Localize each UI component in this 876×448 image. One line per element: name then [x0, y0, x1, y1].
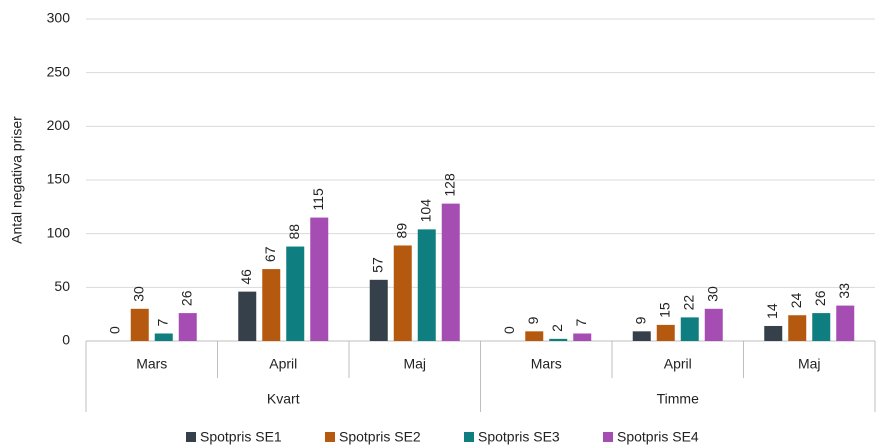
y-tick-label: 250: [47, 63, 71, 79]
value-label: 67: [262, 246, 278, 262]
value-label: 128: [441, 173, 457, 197]
x-tick-label: Maj: [798, 356, 821, 372]
value-label: 26: [812, 290, 828, 306]
y-tick-label: 200: [47, 117, 71, 133]
y-tick-label: 0: [62, 332, 70, 348]
y-tick-label: 50: [54, 278, 70, 294]
bar: [525, 331, 544, 341]
value-label: 22: [680, 295, 696, 311]
value-label: 15: [656, 302, 672, 318]
value-label: 89: [393, 223, 409, 239]
x-tick-label: Mars: [136, 356, 167, 372]
bar: [836, 305, 855, 341]
value-label: 33: [836, 283, 852, 299]
value-label: 9: [632, 316, 648, 324]
x-tick-label: Maj: [403, 356, 426, 372]
bar: [656, 324, 675, 341]
bar: [788, 315, 807, 341]
value-label: 57: [369, 257, 385, 273]
value-label: 9: [525, 316, 541, 324]
legend-swatch: [186, 432, 196, 442]
bar: [130, 308, 149, 341]
value-label: 88: [286, 224, 302, 240]
group-label: Kvart: [267, 391, 300, 407]
bar: [262, 269, 281, 341]
value-label: 2: [549, 324, 565, 332]
bar: [812, 313, 831, 341]
value-label: 7: [154, 318, 170, 326]
legend-label: Spotpris SE1: [200, 429, 282, 445]
bar: [441, 203, 460, 341]
value-label: 30: [704, 286, 720, 302]
group-label: Timme: [657, 391, 699, 407]
y-tick-label: 150: [47, 171, 71, 187]
y-axis-label: Antal negativa priser: [9, 116, 25, 244]
value-label: 30: [130, 286, 146, 302]
bar: [573, 333, 592, 341]
value-label: 14: [764, 303, 780, 319]
bar: [632, 331, 651, 341]
value-label: 0: [501, 326, 517, 334]
x-tick-label: April: [664, 356, 692, 372]
legend-label: Spotpris SE3: [478, 429, 560, 445]
bar: [310, 217, 329, 341]
bar: [369, 279, 388, 341]
x-tick-label: Mars: [531, 356, 562, 372]
value-label: 7: [573, 318, 589, 326]
bar: [417, 229, 436, 341]
legend-swatch: [603, 432, 613, 442]
value-label: 24: [788, 292, 804, 308]
bar: [680, 317, 699, 341]
bar: [393, 245, 412, 341]
bar: [549, 338, 568, 341]
bar: [764, 325, 783, 341]
value-label: 46: [238, 269, 254, 285]
legend-swatch: [464, 432, 474, 442]
bar: [286, 246, 305, 341]
y-tick-label: 100: [47, 224, 71, 240]
legend-label: Spotpris SE4: [617, 429, 699, 445]
bar: [154, 333, 173, 341]
bar: [178, 313, 197, 341]
x-tick-label: April: [269, 356, 297, 372]
value-label: 0: [106, 326, 122, 334]
legend-swatch: [325, 432, 335, 442]
bar: [238, 291, 257, 341]
bar: [704, 308, 723, 341]
legend-label: Spotpris SE2: [339, 429, 421, 445]
value-label: 104: [417, 199, 433, 223]
y-tick-label: 300: [47, 10, 71, 26]
value-label: 115: [310, 188, 326, 211]
value-label: 26: [178, 290, 194, 306]
